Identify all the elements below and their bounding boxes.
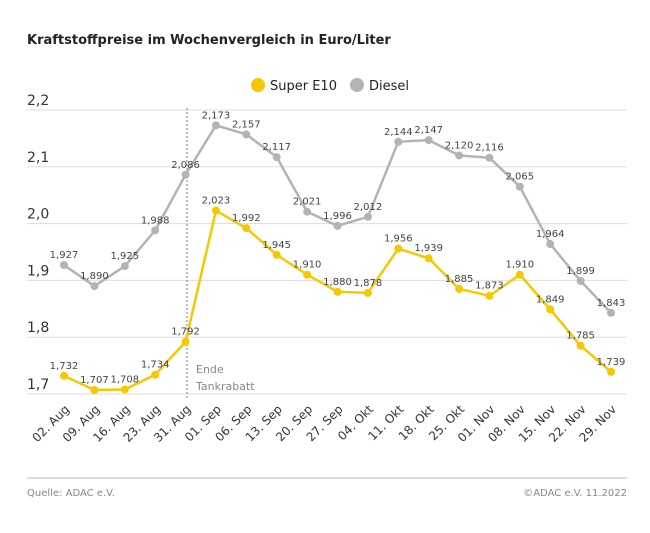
data-point bbox=[515, 270, 524, 279]
data-label: 1,792 bbox=[171, 327, 200, 338]
data-label: 2,147 bbox=[414, 125, 443, 136]
data-label: 2,117 bbox=[262, 142, 291, 153]
data-point bbox=[211, 206, 220, 215]
data-point bbox=[151, 370, 160, 379]
data-label: 1,910 bbox=[293, 260, 322, 271]
data-label: 2,144 bbox=[384, 127, 413, 138]
data-point bbox=[607, 308, 615, 317]
data-label: 2,157 bbox=[232, 119, 261, 130]
data-point bbox=[333, 221, 342, 230]
data-point bbox=[211, 121, 220, 130]
data-label: 1,885 bbox=[445, 274, 474, 285]
data-label: 2,065 bbox=[506, 172, 535, 183]
data-label: 1,732 bbox=[50, 361, 79, 372]
data-label: 1,925 bbox=[110, 251, 139, 262]
data-label: 1,734 bbox=[141, 360, 170, 371]
data-label: 1,785 bbox=[566, 331, 595, 342]
data-point bbox=[576, 276, 585, 285]
data-label: 1,880 bbox=[323, 277, 352, 288]
legend-label: Super E10 bbox=[270, 79, 337, 94]
data-label: 2,173 bbox=[202, 110, 231, 121]
data-label: 1,964 bbox=[536, 229, 565, 240]
data-label: 1,996 bbox=[323, 211, 352, 222]
data-point bbox=[363, 288, 372, 297]
data-point bbox=[120, 385, 129, 394]
data-label: 2,120 bbox=[445, 140, 474, 151]
data-point bbox=[120, 262, 129, 271]
y-tick-label: 2,0 bbox=[27, 207, 49, 223]
data-label: 1,739 bbox=[597, 357, 626, 368]
data-point bbox=[546, 240, 555, 249]
data-label: 1,849 bbox=[536, 294, 565, 305]
data-point bbox=[515, 182, 524, 191]
legend-label: Diesel bbox=[369, 79, 409, 94]
data-point bbox=[181, 170, 190, 179]
data-label: 1,956 bbox=[384, 234, 413, 245]
data-label: 1,843 bbox=[597, 298, 626, 309]
data-point bbox=[181, 337, 190, 346]
data-point bbox=[272, 250, 281, 259]
data-point bbox=[424, 136, 433, 145]
data-point bbox=[607, 367, 615, 376]
data-point bbox=[90, 386, 99, 395]
y-tick-label: 1,8 bbox=[27, 320, 49, 336]
y-tick-label: 1,7 bbox=[27, 377, 49, 393]
data-label: 1,939 bbox=[414, 243, 443, 254]
annotation-line-1: Ende bbox=[196, 363, 224, 376]
data-label: 1,988 bbox=[141, 215, 170, 226]
data-label: 1,899 bbox=[566, 266, 595, 277]
copyright-text: ©ADAC e.V. 11.2022 bbox=[523, 488, 627, 499]
y-tick-label: 1,9 bbox=[27, 263, 49, 279]
data-label: 1,873 bbox=[475, 281, 504, 292]
y-tick-label: 2,2 bbox=[27, 93, 49, 109]
data-label: 1,878 bbox=[354, 278, 383, 289]
legend-marker bbox=[349, 78, 364, 92]
data-point bbox=[151, 226, 160, 235]
data-point bbox=[455, 151, 464, 160]
data-label: 2,023 bbox=[202, 196, 231, 207]
data-label: 1,890 bbox=[80, 271, 109, 282]
data-point bbox=[455, 284, 464, 293]
data-point bbox=[272, 153, 281, 162]
data-point bbox=[576, 341, 585, 350]
legend: Super E10 Diesel bbox=[251, 78, 409, 94]
data-point bbox=[546, 305, 555, 314]
data-point bbox=[90, 282, 99, 291]
data-point bbox=[303, 207, 312, 216]
data-label: 1,707 bbox=[80, 375, 109, 386]
data-label: 2,086 bbox=[171, 160, 200, 171]
annotation-line-2: Tankrabatt bbox=[195, 380, 255, 393]
legend-marker bbox=[251, 78, 265, 92]
data-point bbox=[424, 254, 433, 263]
data-point bbox=[242, 224, 251, 233]
data-label: 1,910 bbox=[506, 260, 535, 271]
data-point bbox=[333, 287, 342, 296]
data-label: 1,945 bbox=[262, 240, 291, 251]
source-text: Quelle: ADAC e.V. bbox=[27, 488, 115, 499]
data-point bbox=[303, 270, 312, 279]
data-point bbox=[60, 261, 68, 270]
data-point bbox=[394, 244, 403, 253]
data-point bbox=[60, 371, 68, 380]
data-label: 1,708 bbox=[110, 374, 139, 385]
data-label: 1,992 bbox=[232, 213, 261, 224]
data-label: 1,927 bbox=[50, 250, 79, 261]
data-point bbox=[242, 130, 251, 139]
data-point bbox=[363, 212, 372, 221]
data-point bbox=[485, 291, 494, 300]
chart-title: Kraftstoffpreise im Wochenvergleich in E… bbox=[27, 33, 391, 48]
data-label: 2,012 bbox=[354, 202, 383, 213]
y-tick-label: 2,1 bbox=[27, 150, 49, 166]
data-point bbox=[394, 137, 403, 146]
data-point bbox=[485, 153, 494, 162]
data-label: 2,116 bbox=[475, 143, 504, 154]
data-label: 2,021 bbox=[293, 197, 322, 208]
